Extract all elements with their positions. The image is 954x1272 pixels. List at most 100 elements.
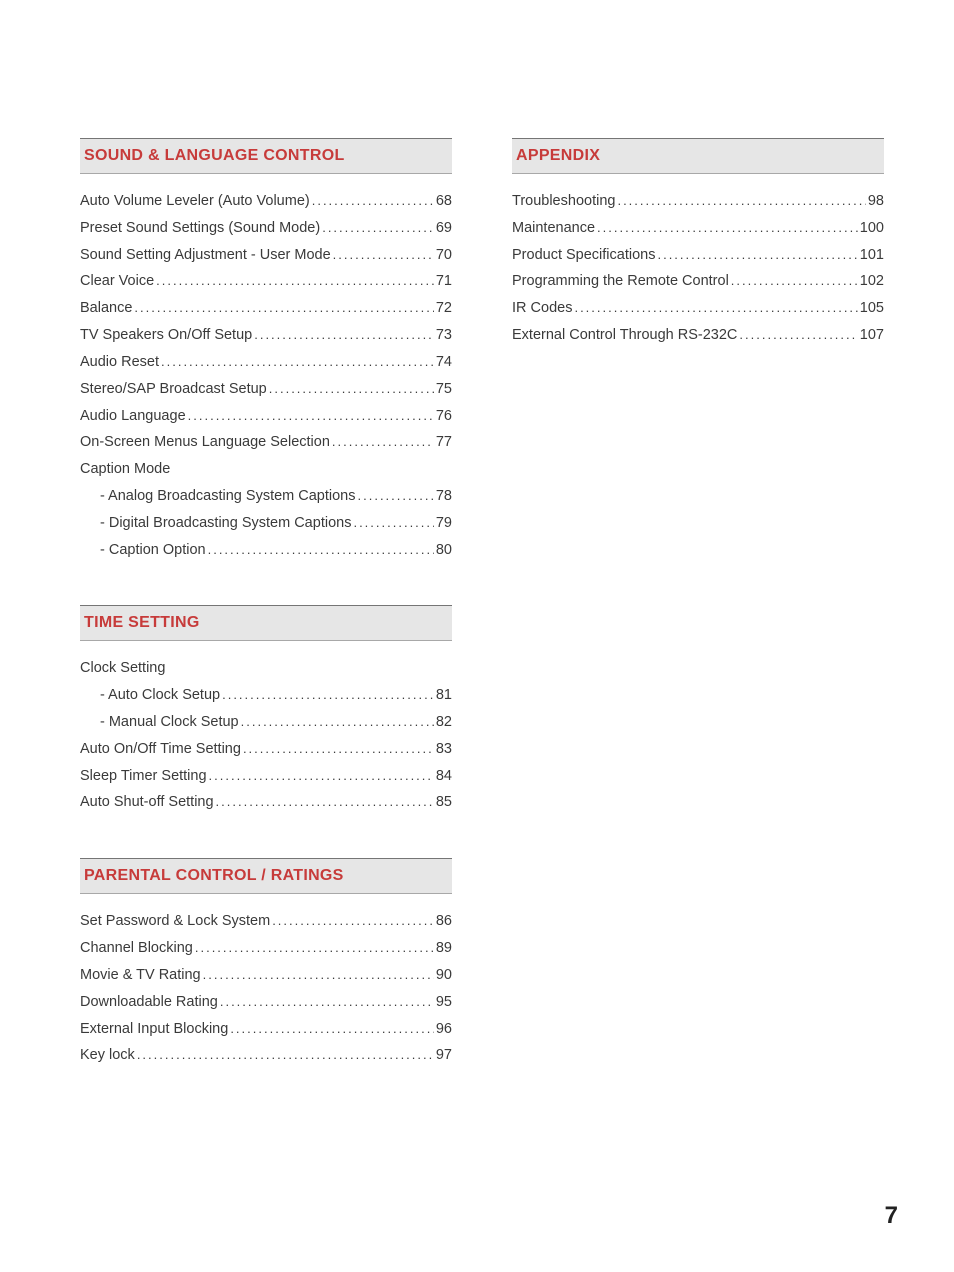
section-title: TIME SETTING <box>84 614 448 632</box>
toc-entry[interactable]: On-Screen Menus Language Selection77 <box>80 429 452 456</box>
toc-entry[interactable]: Preset Sound Settings (Sound Mode) 69 <box>80 215 452 242</box>
toc-entry-label: Auto On/Off Time Setting <box>80 736 241 763</box>
toc-entry[interactable]: Set Password & Lock System 86 <box>80 908 452 935</box>
toc-entry-label: Set Password & Lock System <box>80 908 270 935</box>
toc-leader-dots <box>132 296 433 320</box>
toc-leader-dots <box>737 323 857 347</box>
toc-leader-dots <box>615 189 865 213</box>
toc-entry-label: Sleep Timer Setting <box>80 763 207 790</box>
toc-entry-label: - Caption Option <box>100 537 206 564</box>
toc-entry[interactable]: External Control Through RS-232C107 <box>512 322 884 349</box>
toc-entry-label: - Auto Clock Setup <box>100 682 220 709</box>
toc-entry-label: External Input Blocking <box>80 1016 228 1043</box>
toc-entry[interactable]: Audio Reset74 <box>80 349 452 376</box>
toc-leader-dots <box>595 216 858 240</box>
toc-entry[interactable]: Balance72 <box>80 295 452 322</box>
toc-section: TIME SETTING Clock Setting- Auto Clock Se… <box>80 605 452 816</box>
toc-entry-page: 86 <box>434 908 452 935</box>
toc-entry[interactable]: Auto On/Off Time Setting83 <box>80 736 452 763</box>
section-title: SOUND & LANGUAGE CONTROL <box>84 147 448 165</box>
toc-leader-dots <box>655 243 857 267</box>
toc-entry-page: 75 <box>434 376 452 403</box>
toc-entry-label: Audio Reset <box>80 349 159 376</box>
toc-leader-dots <box>572 296 857 320</box>
toc-entry[interactable]: Movie & TV Rating90 <box>80 962 452 989</box>
section-title: APPENDIX <box>516 147 880 165</box>
toc-leader-dots <box>154 269 434 293</box>
toc-leader-dots <box>729 269 858 293</box>
toc-entry[interactable]: Troubleshooting 98 <box>512 188 884 215</box>
toc-entry-page: 76 <box>434 403 452 430</box>
toc-entry-label: Product Specifications <box>512 242 655 269</box>
toc-entry-label: Sound Setting Adjustment - User Mode <box>80 242 331 269</box>
toc-entry-page: 85 <box>434 789 452 816</box>
toc-leader-dots <box>207 764 434 788</box>
toc-entry-page: 71 <box>434 268 452 295</box>
section-header: TIME SETTING <box>80 605 452 641</box>
toc-section: PARENTAL CONTROL / RATINGS Set Password &… <box>80 858 452 1069</box>
toc-leader-dots <box>320 216 434 240</box>
toc-entry[interactable]: IR Codes105 <box>512 295 884 322</box>
toc-entry-label: - Analog Broadcasting System Captions <box>100 483 356 510</box>
toc-entry-page: 68 <box>434 188 452 215</box>
toc-entry[interactable]: - Digital Broadcasting System Captions 79 <box>80 510 452 537</box>
toc-entry-page: 79 <box>434 510 452 537</box>
toc-entry-page: 69 <box>434 215 452 242</box>
toc-leader-dots <box>228 1017 434 1041</box>
toc-entry[interactable]: - Analog Broadcasting System Captions 78 <box>80 483 452 510</box>
toc-leader-dots <box>214 790 434 814</box>
toc-leader-dots <box>220 683 434 707</box>
toc-entry[interactable]: Maintenance100 <box>512 215 884 242</box>
toc-entry[interactable]: - Manual Clock Setup82 <box>80 709 452 736</box>
right-column: APPENDIXTroubleshooting98Maintenance100P… <box>512 138 884 1111</box>
toc-entry[interactable]: Downloadable Rating95 <box>80 989 452 1016</box>
toc-leader-dots <box>330 430 434 454</box>
toc-entry-label: Audio Language <box>80 403 186 430</box>
toc-entry[interactable]: Key lock97 <box>80 1042 452 1069</box>
page-number: 7 <box>885 1202 898 1230</box>
toc-entry[interactable]: External Input Blocking96 <box>80 1016 452 1043</box>
toc-heading: Clock Setting <box>80 655 452 682</box>
toc-entry[interactable]: Product Specifications 101 <box>512 242 884 269</box>
toc-entry-page: 89 <box>434 935 452 962</box>
toc-leader-dots <box>193 936 434 960</box>
toc-entry[interactable]: Channel Blocking89 <box>80 935 452 962</box>
toc-entry[interactable]: Stereo/SAP Broadcast Setup 75 <box>80 376 452 403</box>
toc-leader-dots <box>310 189 434 213</box>
toc-entry-page: 78 <box>434 483 452 510</box>
toc-leader-dots <box>351 511 433 535</box>
toc-entry[interactable]: Auto Volume Leveler (Auto Volume) 68 <box>80 188 452 215</box>
toc-entry-page: 98 <box>866 188 884 215</box>
toc-entry[interactable]: Sound Setting Adjustment - User Mode70 <box>80 242 452 269</box>
toc-leader-dots <box>218 990 434 1014</box>
toc-entry[interactable]: Audio Language 76 <box>80 403 452 430</box>
toc-entry[interactable]: Clear Voice71 <box>80 268 452 295</box>
toc-entry-label: - Digital Broadcasting System Captions <box>100 510 351 537</box>
toc-section: SOUND & LANGUAGE CONTROL Auto Volume Leve… <box>80 138 452 563</box>
toc-entry[interactable]: Programming the Remote Control102 <box>512 268 884 295</box>
toc-entry-page: 101 <box>858 242 884 269</box>
section-header: PARENTAL CONTROL / RATINGS <box>80 858 452 894</box>
toc-entry-label: Preset Sound Settings (Sound Mode) <box>80 215 320 242</box>
toc-leader-dots <box>270 909 434 933</box>
toc-leader-dots <box>356 484 434 508</box>
toc-leader-dots <box>239 710 434 734</box>
toc-entry-label: TV Speakers On/Off Setup <box>80 322 252 349</box>
toc-entry[interactable]: TV Speakers On/Off Setup73 <box>80 322 452 349</box>
toc-entry-label: Troubleshooting <box>512 188 615 215</box>
toc-entry[interactable]: Auto Shut-off Setting85 <box>80 789 452 816</box>
toc-entry-label: Maintenance <box>512 215 595 242</box>
toc-entry[interactable]: - Auto Clock Setup 81 <box>80 682 452 709</box>
toc-entry[interactable]: - Caption Option 80 <box>80 537 452 564</box>
toc-entry-label: Stereo/SAP Broadcast Setup <box>80 376 267 403</box>
toc-entry-label: Auto Volume Leveler (Auto Volume) <box>80 188 310 215</box>
toc-entry-label: Movie & TV Rating <box>80 962 201 989</box>
toc-leader-dots <box>201 963 434 987</box>
toc-entry-label: Programming the Remote Control <box>512 268 729 295</box>
toc-entry-page: 81 <box>434 682 452 709</box>
toc-entry-label: - Manual Clock Setup <box>100 709 239 736</box>
toc-entry-label: Balance <box>80 295 132 322</box>
toc-entry[interactable]: Sleep Timer Setting84 <box>80 763 452 790</box>
toc-entry-page: 80 <box>434 537 452 564</box>
toc-entry-page: 77 <box>434 429 452 456</box>
